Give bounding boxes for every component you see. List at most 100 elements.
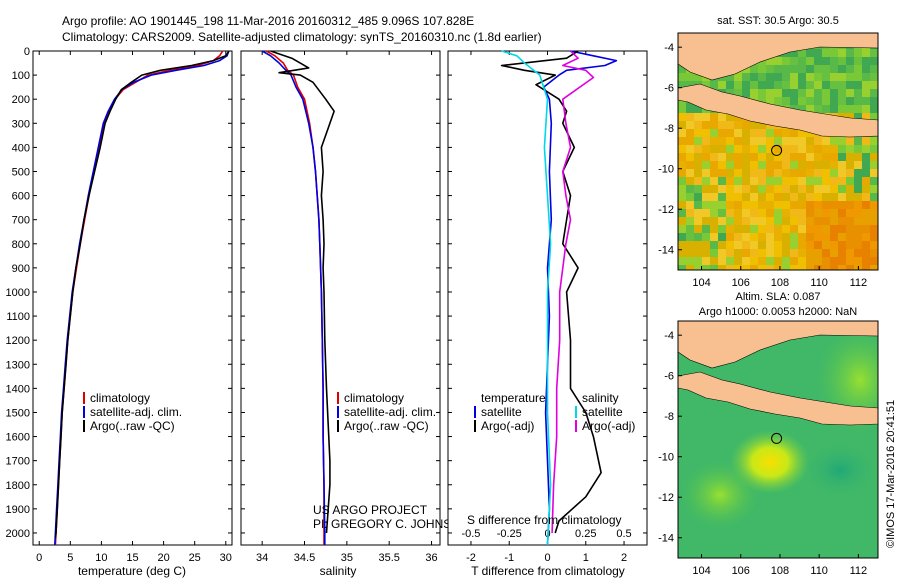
- sst-pixel: [870, 97, 878, 105]
- sst-pixel: [822, 57, 830, 65]
- sst-pixel: [870, 105, 878, 113]
- sst-pixel: [790, 49, 798, 57]
- map-x-tick-label: 112: [850, 565, 868, 577]
- sst-pixel: [694, 241, 702, 249]
- x-tick-label: 25: [189, 552, 201, 564]
- sst-pixel: [806, 265, 814, 270]
- sst-pixel: [782, 265, 790, 270]
- sst-pixel: [686, 137, 694, 145]
- sst-pixel: [678, 113, 686, 121]
- sst-pixel: [854, 49, 862, 57]
- sst-pixel: [718, 225, 726, 233]
- sst-pixel: [806, 233, 814, 241]
- sst-pixel: [686, 121, 694, 129]
- sla-map-subtitle: Argo h1000: 0.0053 h2000: NaN: [699, 306, 857, 318]
- sst-pixel: [766, 89, 774, 97]
- sst-pixel: [838, 249, 846, 257]
- sst-pixel: [718, 137, 726, 145]
- sst-pixel: [710, 113, 718, 121]
- credit-project: US ARGO PROJECT: [313, 503, 428, 517]
- sst-pixel: [830, 225, 838, 233]
- sst-pixel: [758, 169, 766, 177]
- sst-pixel: [798, 137, 806, 145]
- sst-pixel: [774, 73, 782, 81]
- sst-pixel: [862, 105, 870, 113]
- sst-pixel: [806, 73, 814, 81]
- sst-pixel: [782, 145, 790, 153]
- sst-pixel: [830, 145, 838, 153]
- sst-pixel: [846, 169, 854, 177]
- sst-pixel: [750, 177, 758, 185]
- sst-pixel: [718, 257, 726, 265]
- map-y-tick-label: -10: [658, 452, 674, 464]
- map-x-tick-label: 104: [692, 277, 710, 289]
- sst-pixel: [870, 57, 878, 65]
- sst-pixel: [862, 145, 870, 153]
- sst-pixel: [782, 129, 790, 137]
- sst-pixel: [774, 201, 782, 209]
- sst-pixel: [862, 249, 870, 257]
- sst-pixel: [686, 169, 694, 177]
- sst-pixel: [862, 217, 870, 225]
- sst-pixel: [822, 161, 830, 169]
- sst-pixel: [678, 81, 686, 89]
- sst-pixel: [686, 73, 694, 81]
- sst-float-location-marker: [771, 144, 783, 156]
- header-title-line2: Climatology: CARS2009. Satellite-adjuste…: [62, 30, 542, 44]
- sst-pixel: [798, 49, 806, 57]
- sst-pixel: [846, 257, 854, 265]
- sst-pixel: [822, 145, 830, 153]
- sst-pixel: [758, 81, 766, 89]
- sst-pixel: [758, 73, 766, 81]
- sst-pixel: [806, 161, 814, 169]
- sst-pixel: [726, 81, 734, 89]
- sst-pixel: [846, 113, 854, 121]
- sst-pixel: [838, 233, 846, 241]
- sst-pixel: [758, 225, 766, 233]
- y-tick-label: 400: [12, 142, 30, 154]
- sst-pixel: [814, 137, 822, 145]
- sst-pixel: [766, 177, 774, 185]
- sst-pixel: [758, 161, 766, 169]
- sst-pixel: [726, 137, 734, 145]
- sst-pixel: [678, 121, 686, 129]
- sst-pixel: [822, 249, 830, 257]
- sst-pixel: [870, 209, 878, 217]
- sst-pixel: [782, 185, 790, 193]
- sst-pixel: [742, 121, 750, 129]
- sst-pixel: [694, 105, 702, 113]
- sst-pixel: [774, 217, 782, 225]
- sst-pixel: [766, 169, 774, 177]
- sst-pixel: [798, 177, 806, 185]
- sst-pixel: [702, 113, 710, 121]
- sst-pixel: [718, 169, 726, 177]
- sst-pixel: [838, 161, 846, 169]
- sst-map-panel: sat. SST: 30.5 Argo: 30.5 104 106 108 110 11…: [658, 15, 879, 289]
- sst-pixel: [790, 89, 798, 97]
- sst-pixel: [822, 153, 830, 161]
- sst-pixel: [862, 185, 870, 193]
- sst-pixel: [822, 137, 830, 145]
- sst-pixel: [830, 73, 838, 81]
- x-tick-label: 30: [220, 552, 232, 564]
- map-y-tick-label: -8: [664, 411, 674, 423]
- sst-pixel: [694, 225, 702, 233]
- sst-pixel: [854, 97, 862, 105]
- sst-pixel: [678, 265, 686, 270]
- sst-pixel: [822, 241, 830, 249]
- sst-pixel: [702, 265, 710, 270]
- sst-pixel: [710, 209, 718, 217]
- map-y-tick-label: -14: [658, 533, 674, 545]
- sst-pixel: [774, 209, 782, 217]
- sst-pixel: [694, 73, 702, 81]
- sst-pixel: [694, 153, 702, 161]
- sst-pixel: [806, 249, 814, 257]
- sst-pixel: [702, 209, 710, 217]
- sst-pixel: [854, 201, 862, 209]
- legend-label-argo: Argo(..raw -QC): [344, 419, 429, 433]
- sst-pixel: [854, 209, 862, 217]
- sst-pixel: [814, 97, 822, 105]
- sst-pixel: [686, 225, 694, 233]
- sst-pixel: [854, 81, 862, 89]
- x-tick-label: 35.5: [378, 552, 399, 564]
